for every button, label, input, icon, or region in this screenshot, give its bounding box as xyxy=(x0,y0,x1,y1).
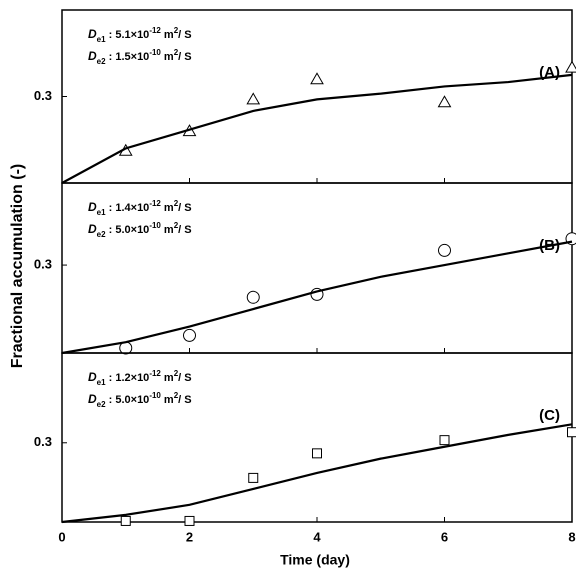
x-tick-label: 8 xyxy=(568,529,575,544)
annotation-part: 2 xyxy=(174,48,179,57)
marker xyxy=(438,243,451,257)
annotation-part: D xyxy=(88,222,97,236)
annotation-part: : 1.5×10 xyxy=(106,51,150,63)
marker xyxy=(437,95,452,108)
annotation-part: e2 xyxy=(97,57,106,66)
y-tick-label: 0.3 xyxy=(34,434,52,449)
annotation-part: e1 xyxy=(97,208,106,217)
marker xyxy=(184,515,195,526)
marker xyxy=(565,60,576,73)
annotation-part: -10 xyxy=(149,391,161,400)
annotation-part: : 5.0×10 xyxy=(106,394,150,406)
annotation-part: 2 xyxy=(174,221,179,230)
annotation-part: e1 xyxy=(97,35,106,44)
marker xyxy=(248,472,259,483)
annotation-part: / S xyxy=(178,51,191,63)
annotation-part: : 5.0×10 xyxy=(106,224,150,236)
annotation-part: : 5.1×10 xyxy=(106,29,150,41)
marker xyxy=(246,92,261,105)
fit-line xyxy=(61,73,573,184)
annotation-part: 2 xyxy=(174,369,179,378)
annotation-part: : 1.4×10 xyxy=(106,202,150,214)
annotation-part: -10 xyxy=(149,221,161,230)
x-axis-label: Time (day) xyxy=(280,552,350,568)
annotation-part: e2 xyxy=(97,400,106,409)
marker xyxy=(120,515,131,526)
x-tick-label: 6 xyxy=(441,529,448,544)
y-axis-label: Fractional accumulation (-) xyxy=(9,164,26,368)
annotation-part: / S xyxy=(178,202,191,214)
annotation-part: D xyxy=(88,200,97,214)
y-tick-label: 0.3 xyxy=(34,257,52,272)
annotation: De2 : 5.0×10-10 m2/ S xyxy=(88,221,192,239)
annotation-part: -12 xyxy=(149,369,161,378)
annotation: De1 : 5.1×10-12 m2/ S xyxy=(88,26,192,44)
annotation-part: -12 xyxy=(149,199,161,208)
annotation: De2 : 1.5×10-10 m2/ S xyxy=(88,48,192,66)
fit-line xyxy=(61,423,573,524)
annotation-part: : 1.2×10 xyxy=(106,372,150,384)
annotation-part: / S xyxy=(178,29,191,41)
marker xyxy=(439,435,450,446)
annotation-part: m xyxy=(161,29,174,41)
annotation-part: m xyxy=(161,51,174,63)
annotation-part: D xyxy=(88,27,97,41)
marker xyxy=(567,427,576,438)
annotation-part: -10 xyxy=(149,48,161,57)
fit-line xyxy=(61,240,573,355)
annotation-part: e2 xyxy=(97,230,106,239)
annotation-part: / S xyxy=(178,224,191,236)
annotation-part: m xyxy=(161,394,174,406)
marker xyxy=(246,290,260,304)
annotation-part: D xyxy=(88,370,97,384)
annotation: De1 : 1.4×10-12 m2/ S xyxy=(88,199,192,217)
annotation-part: D xyxy=(88,49,97,63)
marker xyxy=(312,448,322,459)
annotation-part: -12 xyxy=(149,26,161,35)
marker xyxy=(310,72,324,85)
marker xyxy=(183,328,196,342)
y-tick-label: 0.3 xyxy=(34,88,52,103)
x-tick-label: 2 xyxy=(186,529,193,544)
annotation-part: m xyxy=(161,224,174,236)
annotation: De2 : 5.0×10-10 m2/ S xyxy=(88,391,192,409)
panel-label: (C) xyxy=(539,407,560,424)
annotation-part: 2 xyxy=(174,391,179,400)
annotation-part: / S xyxy=(178,394,191,406)
annotation-part: m xyxy=(161,372,174,384)
annotation-part: m xyxy=(161,202,174,214)
annotation-part: 2 xyxy=(174,26,179,35)
annotation: De1 : 1.2×10-12 m2/ S xyxy=(88,369,192,387)
annotation-part: 2 xyxy=(174,199,179,208)
x-tick-label: 4 xyxy=(313,529,321,544)
x-tick-label: 0 xyxy=(58,529,65,544)
annotation-part: D xyxy=(88,392,97,406)
annotation-part: e1 xyxy=(97,378,106,387)
annotation-part: / S xyxy=(178,372,191,384)
